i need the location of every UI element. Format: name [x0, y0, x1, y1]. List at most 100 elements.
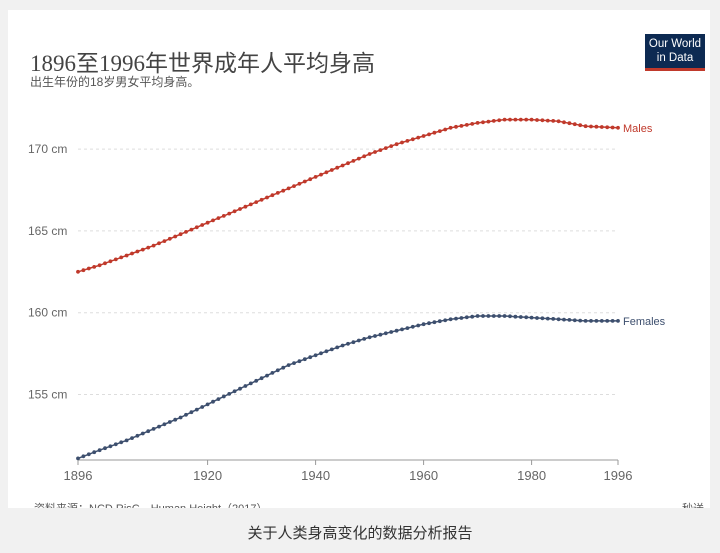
data-point-males	[162, 239, 167, 244]
data-point-males	[545, 118, 550, 123]
data-point-females	[259, 376, 264, 381]
data-point-females	[518, 315, 523, 319]
chart-subtitle: 出生年份的18岁男女平均身高。	[30, 75, 200, 89]
data-point-females	[389, 330, 394, 334]
data-point-males	[108, 259, 113, 264]
data-point-females	[103, 446, 107, 451]
data-point-males	[140, 247, 145, 252]
data-point-females	[178, 415, 183, 420]
data-point-males	[599, 125, 604, 129]
data-point-females	[167, 420, 172, 424]
data-point-females	[157, 424, 161, 429]
data-point-males	[610, 125, 615, 130]
data-point-males	[308, 177, 313, 182]
data-point-females	[367, 335, 372, 340]
data-point-males	[130, 251, 134, 256]
data-point-females	[502, 314, 507, 318]
data-point-males	[254, 200, 259, 205]
data-point-males	[470, 122, 475, 126]
data-point-males	[578, 123, 583, 128]
data-point-females	[151, 427, 156, 431]
data-point-males	[502, 117, 507, 122]
data-point-females	[76, 456, 80, 461]
data-point-males	[524, 117, 529, 122]
data-point-males	[572, 122, 577, 127]
data-point-males	[616, 125, 620, 130]
data-point-females	[454, 316, 458, 321]
data-point-females	[286, 363, 291, 367]
data-point-males	[432, 130, 437, 135]
data-point-females	[173, 417, 178, 422]
series-label-females: Females	[623, 316, 666, 328]
data-point-females	[232, 389, 237, 394]
data-point-females	[378, 332, 383, 337]
data-point-females	[448, 317, 453, 322]
data-point-males	[443, 127, 448, 132]
x-tick-label: 1896	[64, 468, 93, 483]
data-point-females	[146, 429, 151, 434]
data-point-males	[389, 144, 394, 149]
data-point-males	[211, 218, 215, 223]
data-point-females	[124, 438, 129, 443]
data-point-females	[340, 343, 345, 348]
data-point-females	[616, 319, 620, 323]
data-point-females	[610, 319, 615, 323]
data-point-males	[97, 263, 102, 268]
data-point-females	[427, 321, 431, 326]
series-line-females	[77, 315, 618, 460]
image-caption: 关于人类身高变化的数据分析报告	[247, 525, 473, 542]
data-point-males	[281, 188, 286, 193]
data-point-males	[459, 124, 464, 128]
data-point-males	[508, 117, 512, 122]
data-point-males	[76, 269, 80, 274]
data-point-males	[232, 209, 237, 214]
data-point-males	[529, 117, 534, 122]
data-point-males	[157, 241, 161, 246]
data-point-females	[459, 316, 464, 320]
data-point-males	[475, 121, 480, 125]
data-point-males	[119, 255, 124, 260]
data-point-females	[135, 433, 140, 438]
data-point-males	[567, 121, 572, 126]
data-point-males	[297, 181, 302, 186]
data-point-males	[594, 124, 599, 129]
data-point-males	[589, 124, 593, 129]
x-tick-label: 1960	[409, 468, 438, 483]
data-point-males	[146, 245, 151, 250]
data-point-males	[583, 124, 588, 129]
data-point-females	[545, 316, 550, 321]
data-point-females	[200, 405, 205, 409]
data-point-females	[383, 331, 388, 336]
data-point-females	[589, 319, 593, 323]
data-point-males	[481, 120, 485, 125]
data-point-females	[297, 359, 302, 364]
data-point-females	[362, 337, 367, 341]
data-point-males	[551, 119, 556, 123]
source-note: 资料来源：NCD RisC，Human Height（2017）	[34, 500, 268, 508]
owid-logo[interactable]: Our World in Data	[645, 34, 705, 71]
data-point-males	[400, 140, 404, 145]
chart-card: 1896至1996年世界成年人平均身高 出生年份的18岁男女平均身高。 Our …	[8, 10, 710, 508]
data-point-females	[130, 436, 134, 440]
data-point-females	[270, 371, 275, 375]
data-point-males	[205, 220, 210, 225]
data-point-females	[189, 410, 194, 415]
data-point-males	[491, 119, 496, 123]
data-point-males	[416, 135, 421, 140]
data-point-females	[594, 319, 599, 323]
data-point-females	[567, 318, 572, 322]
data-point-males	[275, 191, 280, 195]
data-point-males	[405, 139, 410, 143]
data-point-females	[335, 345, 340, 350]
data-point-females	[275, 368, 280, 373]
data-point-females	[227, 392, 232, 396]
data-point-females	[113, 442, 118, 447]
data-point-males	[448, 125, 453, 130]
x-tick-label: 1920	[193, 468, 222, 483]
data-point-males	[373, 150, 377, 154]
data-point-females	[529, 315, 534, 320]
data-point-females	[535, 316, 539, 320]
data-point-females	[416, 323, 421, 328]
data-point-males	[518, 117, 523, 122]
data-point-females	[97, 448, 102, 453]
